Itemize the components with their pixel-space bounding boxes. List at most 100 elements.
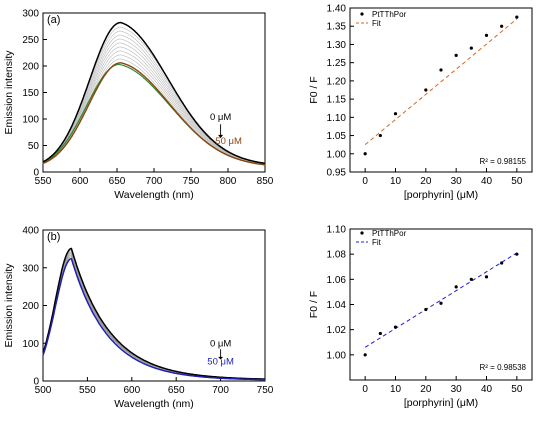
a-right-point [515, 15, 519, 19]
a-right-y-tick-label: 1.10 [327, 113, 347, 124]
a-right-fit-line [364, 18, 518, 146]
a-right-point [393, 112, 398, 116]
a-right-y-tick-label: 1.30 [327, 40, 347, 51]
b-right-legend-fit: Fit [372, 238, 382, 247]
b-right-y-tick-label: 1.04 [327, 300, 347, 311]
b-left-y-tick-label: 0 [33, 377, 39, 388]
a-right-legend-fit: Fit [372, 19, 382, 28]
b-right-point [500, 261, 504, 265]
b-right-y-label: F0 / F [308, 291, 320, 318]
a-left-y-tick-label: 250 [22, 35, 39, 46]
b-right-point [378, 331, 382, 336]
b-left-series-50uM [42, 257, 265, 381]
a-left-x-tick-label: 650 [109, 176, 126, 187]
a-right-point [363, 152, 367, 156]
b-right-point [363, 353, 367, 357]
a-right-point [500, 24, 504, 28]
a-right-x-tick-label: 20 [420, 176, 432, 187]
a-right-axes: 0 10 20 30 40 50 0.95 1.00 1.05 1.10 1.15 1.20 1.25 1… [308, 4, 533, 201]
a-right-y-tick-label: 1.35 [327, 22, 347, 33]
a-left-y-tick-label: 200 [22, 62, 39, 73]
a-right-y-tick-label: 1.20 [327, 76, 347, 87]
a-right-y-tick-label: 1.40 [327, 4, 347, 15]
a-right-x-tick-label: 40 [481, 176, 493, 187]
b-left-y-label: Emission intensity [3, 263, 15, 348]
a-left-series-intermediate [42, 42, 266, 165]
a-right-point [484, 33, 489, 37]
a-right-y-tick-label: 1.00 [327, 149, 347, 160]
b-right-point [439, 301, 443, 305]
a-right-y-tick-label: 1.05 [327, 131, 347, 142]
a-right-x-tick-label: 50 [511, 176, 523, 187]
a-left-x-tick-label: 800 [220, 176, 237, 187]
a-left-frame [42, 12, 266, 173]
b-right-legend-marker [360, 231, 364, 235]
b-right-x-tick-label: 20 [420, 384, 432, 395]
a-right-r2: R² = 0.98155 [480, 157, 527, 166]
a-left-axes: 550 600 650 700 750 800 850 0 50 100 150 200 250 300 W… [3, 9, 274, 202]
b-left-y-tick-label: 300 [22, 263, 39, 274]
a-right-point [454, 53, 458, 57]
a-left-series-intermediate [42, 54, 266, 165]
b-left-annot-top: 0 μM [210, 338, 231, 349]
a-left-y-tick-label: 0 [33, 168, 39, 179]
a-right-y-label: F0 / F [308, 76, 320, 103]
b-right-point [515, 252, 519, 256]
a-panel-label: (a) [47, 14, 60, 26]
a-right-x-tick-label: 30 [451, 176, 463, 187]
a-left-y-tick-label: 150 [22, 88, 39, 99]
a-right-point [469, 46, 473, 50]
a-right-y-tick-label: 1.15 [327, 95, 347, 106]
a-left-x-tick-label: 850 [257, 176, 274, 187]
b-right-y-tick-label: 1.08 [327, 250, 347, 261]
b-left-y-tick-label: 100 [22, 339, 39, 350]
a-right-point [439, 68, 443, 72]
b-right-point [484, 275, 489, 279]
b-right-x-tick-label: 40 [481, 384, 493, 395]
b-left-axes: 500 550 600 650 700 750 0 100 200 300 400 Wavelengt… [3, 226, 274, 411]
a-left-y-tick-label: 50 [28, 141, 40, 152]
b-right-point [393, 325, 398, 329]
b-right-x-tick-label: 50 [511, 384, 523, 395]
b-right-x-label: [porphyrin] (μM) [404, 397, 478, 409]
a-right-point [378, 133, 382, 138]
a-left-y-tick-label: 100 [22, 115, 39, 126]
a-left-series-50uM [42, 62, 266, 166]
b-left-x-tick-label: 500 [35, 385, 52, 396]
a-right-y-tick-label: 0.95 [327, 168, 347, 179]
b-left-annot-bottom: 50 μM [207, 356, 234, 367]
b-right-y-tick-label: 1.10 [327, 225, 347, 236]
a-left-x-tick-label: 600 [72, 176, 89, 187]
b-right-y-tick-label: 1.02 [327, 325, 347, 336]
b-right-y-tick-label: 1.06 [327, 275, 347, 286]
a-left-annot-top: 0 μM [210, 112, 231, 123]
a-left-y-tick-label: 300 [22, 9, 39, 20]
a-left-annot-bottom: 50 μM [215, 136, 242, 147]
b-left-y-tick-label: 200 [22, 301, 39, 312]
b-left-x-tick-label: 550 [79, 385, 96, 396]
a-left-series-intermediate [42, 58, 266, 165]
a-left-series-intermediate [42, 46, 266, 165]
b-right-x-tick-label: 10 [390, 384, 402, 395]
a-left-y-label: Emission intensity [3, 50, 15, 135]
b-right-r2: R² = 0.98538 [480, 363, 527, 372]
a-left-x-label: Wavelength (nm) [114, 189, 194, 201]
b-left-x-tick-label: 750 [257, 385, 274, 396]
a-right-frame [349, 7, 533, 173]
b-left-series-0uM [42, 247, 265, 380]
b-right-point [469, 277, 473, 281]
b-right-fit-line [364, 252, 518, 348]
a-right-x-label: [porphyrin] (μM) [404, 189, 478, 201]
b-left-y-tick-label: 400 [22, 226, 39, 237]
b-left-x-tick-label: 650 [168, 385, 185, 396]
a-right-x-tick-label: 0 [362, 176, 368, 187]
a-right-y-tick-label: 1.25 [327, 58, 347, 69]
b-left-x-tick-label: 600 [123, 385, 140, 396]
b-left-arrowhead [218, 356, 224, 360]
a-left-x-tick-label: 700 [146, 176, 163, 187]
b-right-x-tick-label: 0 [362, 384, 368, 395]
a-right-legend-marker [360, 12, 364, 16]
b-left-x-label: Wavelength (nm) [114, 398, 194, 410]
b-left-x-tick-label: 700 [212, 385, 229, 396]
